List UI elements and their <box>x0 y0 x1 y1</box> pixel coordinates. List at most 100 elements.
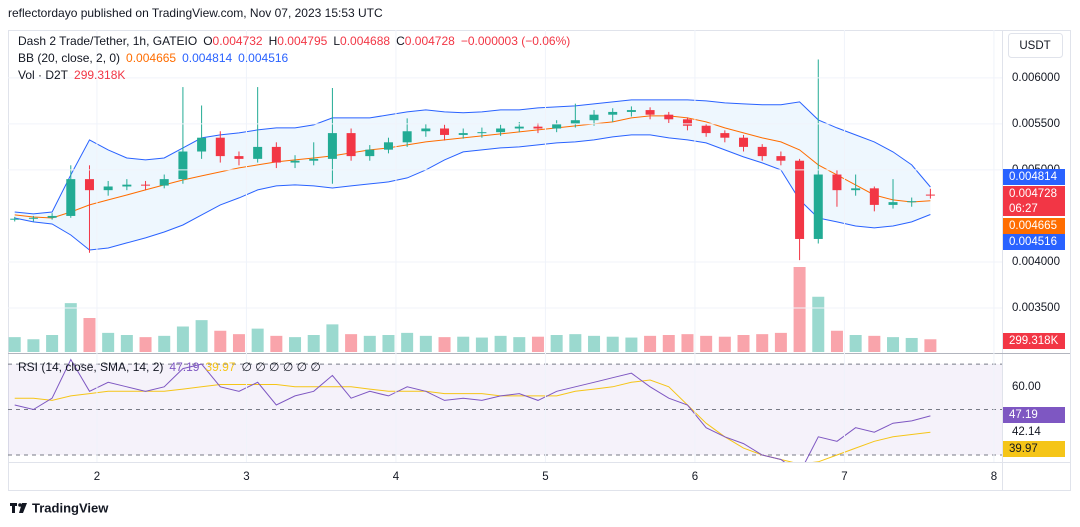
countdown: 06:27 <box>1009 203 1038 215</box>
legend: Vol · D2T 299.318K <box>18 68 125 82</box>
candle-body <box>645 110 655 115</box>
volume-bar <box>214 330 227 352</box>
price-tag-bg <box>1003 186 1065 202</box>
bb-lower-tag-bg <box>1003 234 1065 250</box>
bb-basis-tag-bg <box>1003 218 1065 234</box>
candle-body <box>720 133 730 138</box>
rsi-pane <box>8 358 1002 462</box>
legend-ohlc-value: 0.004688 <box>340 34 390 48</box>
candle-body <box>271 146 281 163</box>
legend: Dash 2 Trade/Tether, 1h, GATEIO O0.004732… <box>18 34 570 48</box>
candle-body <box>701 125 711 134</box>
currency-button-label[interactable]: USDT <box>1019 40 1050 52</box>
x-tick-label: 7 <box>841 471 847 483</box>
volume-bar <box>905 337 918 352</box>
volume-bar <box>793 267 806 352</box>
candle-body <box>440 128 450 135</box>
volume-bar <box>606 336 619 352</box>
volume-bar <box>662 335 675 352</box>
y-tick-label: 0.003500 <box>1012 302 1060 314</box>
volume-bar <box>270 335 283 352</box>
legend-rsi-value: 39.97 <box>205 360 235 374</box>
candle-body <box>514 126 524 129</box>
legend-ohlc-key: H <box>269 34 278 48</box>
y-tick-label: 0.006000 <box>1012 72 1060 84</box>
header: reflectordayo published on TradingView.c… <box>8 6 383 20</box>
candle-body <box>496 128 506 133</box>
price-pane <box>8 59 937 352</box>
candle-body <box>290 160 300 163</box>
y-tick-label: 0.004000 <box>1012 256 1060 268</box>
volume-bar <box>419 335 432 352</box>
volume-bar <box>700 335 713 352</box>
candle-body <box>776 156 786 161</box>
volume-bar <box>83 318 96 352</box>
price-tag: 0.004728 <box>1009 188 1057 200</box>
volume-bar <box>625 337 638 352</box>
legend-ohlc-key: C <box>396 34 405 48</box>
bb-line <box>14 99 931 215</box>
candle-body <box>253 146 263 159</box>
y-tick-label: 0.005500 <box>1012 118 1060 130</box>
rsi-tag: 47.19 <box>1009 409 1038 421</box>
legend-symbol: Dash 2 Trade/Tether, 1h, GATEIO <box>18 34 197 48</box>
candle-body <box>851 188 861 191</box>
volume-bar <box>232 334 245 352</box>
candle-body <box>477 132 487 134</box>
volume-bar <box>307 335 320 352</box>
volume-bar <box>158 335 171 352</box>
x-tick-label: 3 <box>243 471 249 483</box>
candle-body <box>608 111 618 115</box>
candle-body <box>570 120 580 124</box>
candle-body <box>552 123 562 129</box>
candle-body <box>813 174 823 239</box>
legend-rsi-value: 47.19 <box>169 360 199 374</box>
volume-bar <box>756 334 769 352</box>
legend-rsi-extra: ∅ ∅ ∅ ∅ ∅ ∅ <box>241 360 320 374</box>
candle-body <box>10 218 20 220</box>
bb-fill <box>14 99 931 251</box>
candle-body <box>327 133 337 159</box>
volume-bar <box>924 339 937 352</box>
volume-bar <box>681 334 694 352</box>
volume-bar <box>457 336 470 352</box>
candle-body <box>888 202 898 205</box>
volume-bar <box>774 332 787 352</box>
bb-upper-tag-bg <box>1003 169 1065 185</box>
volume-bar <box>27 339 40 352</box>
volume-bar <box>644 335 657 352</box>
x-tick-label: 5 <box>542 471 548 483</box>
candle-body <box>215 137 225 157</box>
x-tick-label: 2 <box>94 471 100 483</box>
candle-body <box>383 142 393 150</box>
volume-bar <box>345 334 358 352</box>
volume-bar <box>438 337 451 352</box>
candle-body <box>832 174 842 191</box>
candle-body <box>346 133 356 157</box>
legend-bb-value: 0.004814 <box>182 51 232 65</box>
frame <box>8 30 1071 491</box>
rsi-sma-tag: 39.97 <box>1009 443 1038 455</box>
x-tick-label: 6 <box>692 471 698 483</box>
currency-button[interactable] <box>1008 33 1063 58</box>
legend: RSI (14, close, SMA, 14, 2) 47.19 39.97 ∅ ∅… <box>18 360 321 374</box>
volume-bar <box>176 326 189 352</box>
rsi-line <box>14 358 931 462</box>
volume-bar <box>830 330 843 352</box>
rsi-sma-tag-bg <box>1003 441 1065 457</box>
candle-body <box>925 194 935 196</box>
legend-bb: BB (20, close, 2, 0) <box>18 51 120 65</box>
x-tick-label: 8 <box>991 471 997 483</box>
volume-bar <box>849 335 862 352</box>
candle-body <box>626 110 636 112</box>
volume-bar <box>887 337 900 352</box>
candle-body <box>234 156 244 159</box>
candle-body <box>159 179 169 186</box>
candle-body <box>739 137 749 147</box>
candle-body <box>682 119 692 126</box>
candle-body <box>122 184 132 187</box>
volume-bar <box>401 332 414 352</box>
volume-bar <box>102 332 115 352</box>
bb-upper-tag: 0.004814 <box>1009 171 1058 183</box>
candle-body <box>178 151 188 180</box>
